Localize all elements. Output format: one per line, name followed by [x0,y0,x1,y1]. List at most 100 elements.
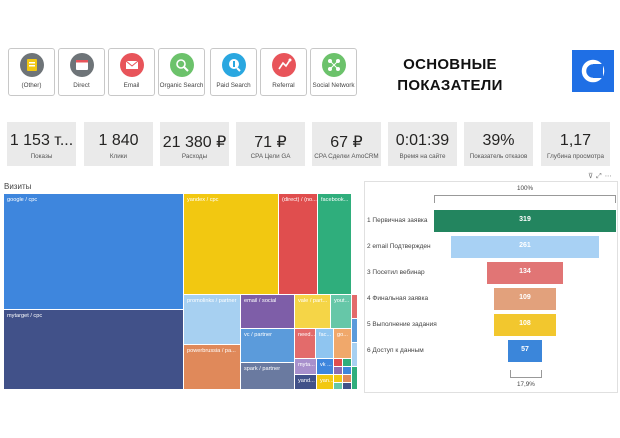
tile-small[interactable] [343,367,352,375]
tile-small[interactable] [352,319,358,343]
channel-label: Paid Search [216,82,251,89]
tile-small[interactable] [343,375,352,383]
tile-label: yandex / cpc [187,197,219,203]
page-title: ОСНОВНЫЕ ПОКАЗАТЕЛИ [390,54,510,96]
tile-label: vk ... [320,362,332,368]
tile-powerbrussia[interactable]: powerbrussia / pa... [184,345,241,390]
tile-direct[interactable]: (direct) / (no... [279,194,318,295]
tile-vk[interactable]: vk ... [317,359,334,375]
kpi-caption: Время на сайте [399,153,446,160]
tile-small[interactable] [343,359,352,367]
funnel-stage-value: 109 [519,294,531,301]
funnel-stage-label: 4 Финальная заявка [367,295,429,302]
funnel-stage-bar[interactable]: 319 [434,210,616,232]
channel-button-referral[interactable]: Referral [260,48,307,96]
funnel-stage-value: 134 [519,268,531,275]
tile-mytarget-cpc[interactable]: mytarget / cpc [4,310,184,390]
other-channel-icon [20,53,44,77]
focus-mode-icon[interactable]: ⤢ [596,173,605,180]
kpi-value: 67 ₽ [330,134,363,151]
kpi-value: 71 ₽ [254,134,287,151]
kpi-value: 1 840 [98,132,139,149]
funnel-stage-value: 57 [521,346,529,353]
funnel-stage-label: 3 Посетил вебинар [367,269,425,276]
kpi-caption: Показы [30,153,53,160]
funnel-stage-label: 2 email Подтвержден [367,243,431,250]
tile-yand[interactable]: yand... [295,375,317,390]
funnel-stage-bar[interactable]: 134 [486,262,564,284]
filter-icon[interactable]: ⊽ [588,173,597,180]
treemap-title: Визиты [4,182,32,191]
paid-search-icon [222,53,246,77]
tile-small[interactable] [352,295,358,319]
tile-small[interactable] [334,359,343,367]
tile-label: promolinks / partner [187,298,237,304]
tile-label: myta... [298,362,315,368]
tile-label: (direct) / (no... [282,197,317,203]
kpi-value: 0:01:39 [395,132,450,149]
more-options-icon[interactable]: ⋯ [604,173,615,180]
kpi-card-time-on-site: 0:01:39 Время на сайте [388,122,457,166]
kpi-caption: Расходы [181,153,208,160]
envelope-icon [120,53,144,77]
tile-spark-partner[interactable]: spark / partner [241,363,295,390]
funnel-stage-value: 319 [519,216,531,223]
tile-small[interactable] [334,367,343,375]
tile-small[interactable] [334,383,343,390]
tile-label: yand... [298,378,315,384]
tile-label: spark / partner [244,366,281,372]
funnel-stage-bar[interactable]: 109 [493,288,557,310]
tile-go[interactable]: go... [334,329,352,359]
kpi-card-page-depth: 1,17 Глубина просмотра [541,122,610,166]
funnel-stage-label: 1 Первичная заявка [367,217,428,224]
channel-button-direct[interactable]: Direct [58,48,105,96]
tile-vale[interactable]: vale / part... [295,295,331,329]
funnel-stage-bar[interactable]: 57 [508,340,542,362]
tile-small[interactable] [343,383,352,390]
channel-button-social-network[interactable]: Social Network [310,48,357,96]
referral-icon [272,53,296,77]
tile-label: email / social [244,298,277,304]
kpi-card-bounce-rate: 39% Показатель отказов [464,122,533,166]
tile-label: go... [337,332,348,338]
tile-label: yout... [334,298,350,304]
tile-facebook[interactable]: facebook... [318,194,352,295]
kpi-card-cpa-ga: 71 ₽ CPA Цели GA [236,122,305,166]
channel-button-paid-search[interactable]: Paid Search [210,48,257,96]
tile-yan[interactable]: yan... [317,375,334,390]
tile-youtube[interactable]: yout... [331,295,352,329]
funnel-stage-bar[interactable]: 261 [450,236,600,258]
tile-need[interactable]: need... [295,329,316,359]
kpi-value: 21 380 ₽ [162,134,227,151]
kpi-caption: Клики [109,153,128,160]
tile-label: fac... [319,332,332,338]
funnel-stage-label: 6 Доступ к данным [367,347,424,354]
channel-button-other[interactable]: (Other) [8,48,55,96]
channel-button-organic-search[interactable]: Organic Search [158,48,205,96]
tile-vc-partner[interactable]: vc / partner [241,329,295,363]
kpi-card-cpa-amocrm: 67 ₽ CPA Сделки AmoCRM [312,122,381,166]
kpi-value: 39% [482,132,515,149]
tile-yandex-cpc[interactable]: yandex / cpc [184,194,279,295]
tile-google-cpc[interactable]: google / cpc [4,194,184,310]
tile-small[interactable] [352,343,358,367]
page-title-line2: ПОКАЗАТЕЛИ [397,77,503,94]
funnel-stage-bar[interactable]: 108 [494,314,556,336]
tile-small[interactable] [334,375,343,383]
tile-label: mytarget / cpc [7,313,43,319]
channel-button-email[interactable]: Email [108,48,155,96]
tile-small[interactable] [352,367,358,390]
logo-icon [581,59,605,83]
company-logo [572,50,614,92]
tile-promolinks[interactable]: promolinks / partner [184,295,241,345]
funnel-top-percent: 100% [517,185,534,192]
browser-window-icon [70,53,94,77]
tile-email-social[interactable]: email / social [241,295,295,329]
funnel-bottom-percent: 17,9% [517,381,535,388]
channel-label: Social Network [312,82,355,89]
tile-myta[interactable]: myta... [295,359,317,375]
kpi-caption: Глубина просмотра [547,153,604,160]
tile-label: powerbrussia / pa... [187,348,236,354]
kpi-caption: CPA Сделки AmoCRM [314,153,379,160]
tile-fac[interactable]: fac... [316,329,334,359]
